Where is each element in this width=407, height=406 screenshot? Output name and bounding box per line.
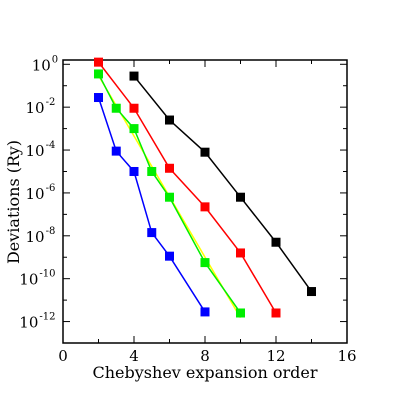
series-0-line	[133, 75, 313, 292]
series-0	[129, 71, 316, 297]
x-tick-label: 8	[200, 347, 210, 365]
series-2-point	[111, 103, 121, 113]
x-tick-label: 0	[58, 347, 68, 365]
series-2-point	[165, 192, 174, 202]
y-tick-exponent: -12	[39, 312, 55, 323]
series-1-point	[165, 163, 174, 173]
series-3-point	[94, 93, 103, 103]
series-3-point	[165, 251, 174, 261]
plot-frame	[62, 59, 348, 344]
x-tick-labels: 0 4 8 12 16	[58, 347, 356, 365]
series-2-point	[94, 69, 103, 79]
series-1-point	[236, 248, 245, 258]
series-1-point	[129, 103, 139, 113]
ticks	[62, 60, 348, 343]
series-2	[94, 69, 245, 319]
series-1-point	[200, 202, 210, 212]
y-tick-label: 10 0	[32, 54, 58, 74]
series-2-point	[200, 258, 210, 268]
y-tick-exponent: 0	[52, 54, 58, 65]
series-1	[94, 57, 281, 318]
series-1-line	[97, 61, 277, 314]
y-tick-base: 10	[26, 142, 45, 160]
y-tick-exponent: -2	[46, 97, 56, 108]
y-tick-label: 10 -12	[19, 312, 55, 332]
series-3-point	[200, 307, 210, 317]
y-tick-base: 10	[19, 271, 38, 289]
y-tick-exponent: -10	[39, 269, 55, 280]
series-0-point	[129, 71, 139, 81]
series-1-point	[271, 308, 281, 318]
series-3-point	[111, 146, 121, 156]
x-axis-title: Chebyshev expansion order	[93, 363, 318, 382]
series-3	[94, 93, 210, 317]
series-0-point	[165, 115, 174, 125]
series-3-point	[147, 228, 157, 238]
y-tick-label: 10 -10	[19, 269, 55, 289]
y-tick-base: 10	[19, 314, 38, 332]
y-tick-label: 10 -6	[26, 183, 56, 203]
series-layer	[94, 57, 316, 319]
y-tick-base: 10	[26, 228, 45, 246]
x-tick-label: 4	[129, 347, 139, 365]
y-tick-label: 10 -2	[26, 97, 56, 117]
x-tick-label: 12	[266, 347, 285, 365]
series-3-line	[97, 97, 206, 313]
series-3-point	[129, 166, 139, 176]
y-tick-base: 10	[32, 56, 51, 74]
y-tick-exponent: -8	[46, 226, 56, 237]
y-axis-title: Deviations (Ry)	[4, 140, 23, 264]
x-tick-label: 16	[337, 347, 356, 365]
y-tick-base: 10	[26, 185, 45, 203]
series-0-point	[200, 147, 210, 157]
y-tick-label: 10 -4	[26, 140, 56, 160]
series-2-point	[129, 124, 139, 134]
series-0-point	[236, 192, 245, 202]
y-tick-exponent: -6	[46, 183, 56, 194]
series-0-point	[271, 237, 281, 247]
series-0-point	[307, 287, 316, 297]
y-tick-exponent: -4	[46, 140, 56, 151]
y-tick-label: 10 -8	[26, 226, 56, 246]
series-2-point	[236, 308, 245, 318]
y-tick-base: 10	[26, 99, 45, 117]
series-2-point	[147, 166, 157, 176]
series-1-point	[94, 57, 103, 67]
